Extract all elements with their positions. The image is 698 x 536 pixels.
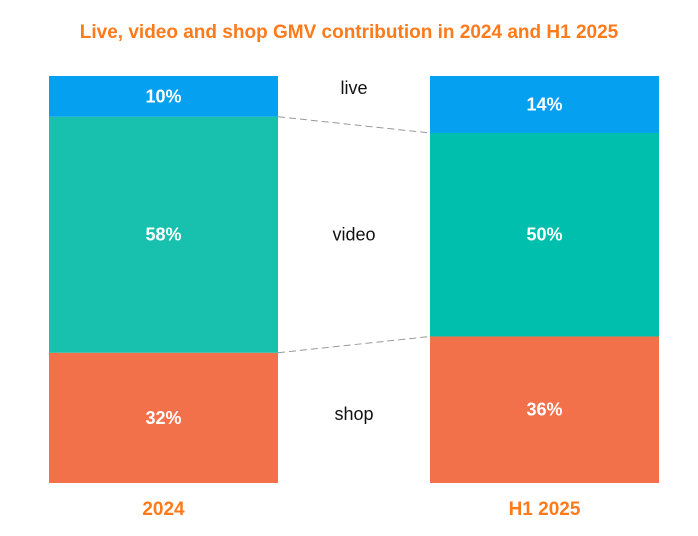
connector-line xyxy=(277,335,431,354)
bar-segment-video-H1-2025 xyxy=(430,132,659,337)
series-label-live: live xyxy=(340,78,367,98)
bar-segment-live-2024 xyxy=(49,76,278,117)
series-label-shop: shop xyxy=(334,404,373,424)
category-label: H1 2025 xyxy=(509,499,581,520)
connector-line xyxy=(277,116,431,134)
bar-segment-live-H1-2025 xyxy=(430,76,659,133)
data-label: 32% xyxy=(145,408,181,428)
data-label: 36% xyxy=(526,400,562,420)
bar-segment-shop-2024 xyxy=(49,352,278,483)
bar-segment-video-2024 xyxy=(49,116,278,353)
data-label: 50% xyxy=(526,225,562,245)
data-label: 10% xyxy=(145,86,181,106)
bar-segment-shop-H1-2025 xyxy=(430,336,659,483)
series-label-video: video xyxy=(332,225,375,245)
data-label: 14% xyxy=(526,94,562,114)
chart-title: Live, video and shop GMV contribution in… xyxy=(79,22,619,43)
category-label: 2024 xyxy=(142,499,185,520)
data-label: 58% xyxy=(145,225,181,245)
